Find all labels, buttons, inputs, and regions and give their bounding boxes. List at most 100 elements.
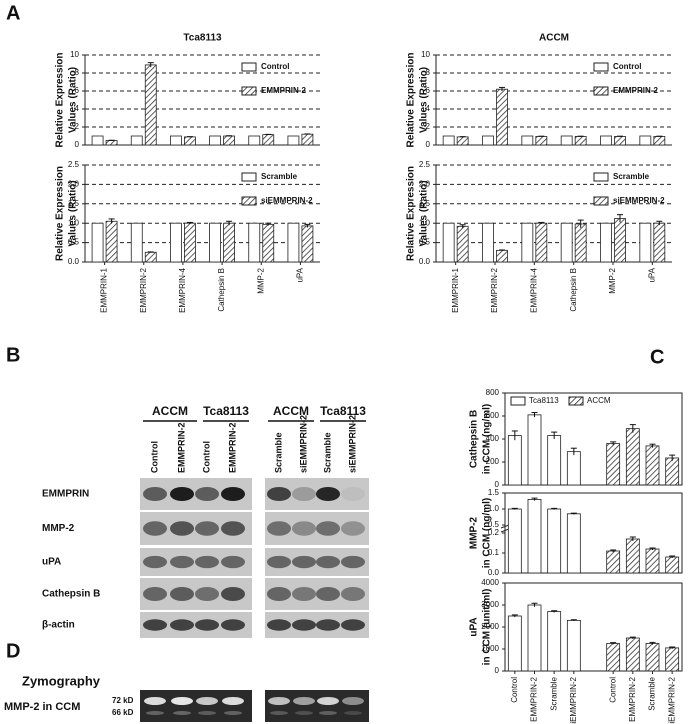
bar	[574, 136, 587, 146]
zymo-band	[270, 711, 288, 715]
y-tick-label: 0.5	[488, 520, 500, 529]
legend-swatch	[568, 396, 584, 406]
blot-row-label: MMP-2	[42, 523, 75, 534]
bar	[625, 538, 640, 574]
blot-band	[267, 586, 291, 602]
bar	[91, 222, 104, 263]
legend-label: EMMPRIN-2	[613, 86, 658, 95]
legend-label: siEMMPRIN-2	[261, 196, 313, 205]
x-tick-label: Scramble	[648, 676, 657, 710]
y-tick-label: 600	[486, 411, 500, 420]
bar	[574, 223, 587, 263]
lane-label: Control	[149, 441, 159, 473]
blot-row-label: EMMPRIN	[42, 489, 89, 500]
y-axis-label: Relative Expression	[406, 166, 417, 261]
blot-band	[316, 486, 340, 502]
blot-row-label: β-actin	[42, 620, 75, 631]
y-tick-label: 1000	[481, 644, 499, 653]
y-axis-label: Cathepsin B	[469, 410, 480, 468]
x-tick-label: Control	[510, 677, 519, 703]
bar	[262, 223, 275, 263]
bar	[248, 135, 261, 146]
bar	[527, 604, 542, 672]
lane-label: EMMPRIN-2	[227, 422, 237, 473]
bar	[639, 222, 652, 263]
bar	[91, 135, 104, 146]
bar	[527, 414, 542, 486]
y-axis-label: Values (Ratio)	[68, 67, 79, 133]
zymo-band	[295, 711, 313, 715]
x-tick-label: EMMPRIN-4	[529, 267, 538, 312]
blot-band	[143, 619, 167, 631]
blot-band	[341, 555, 365, 569]
y-tick-label: 10	[70, 50, 79, 59]
bar	[482, 222, 494, 263]
bar	[130, 222, 143, 263]
y-tick-label: 0	[75, 140, 80, 149]
y-tick-label: 0	[495, 480, 500, 489]
blot-band	[341, 521, 365, 536]
bar	[223, 135, 235, 146]
y-tick-label: 1.5	[68, 199, 80, 208]
x-tick-label: EMMPRIN-2	[139, 267, 148, 312]
legend-swatch	[510, 396, 526, 406]
bar	[248, 222, 261, 263]
legend-swatch	[593, 62, 609, 72]
zymo-band	[171, 697, 193, 705]
legend-swatch	[241, 62, 257, 72]
bar	[547, 435, 562, 486]
blot-band	[143, 555, 167, 569]
x-tick-label: EMMPRIN-4	[178, 267, 187, 312]
lane-label: siEMMPRIN-2	[298, 415, 308, 473]
x-tick-label: EMMPRIN-1	[451, 267, 460, 312]
chart-title: ACCM	[539, 33, 569, 44]
y-tick-label: 0.0	[488, 568, 500, 577]
bar	[614, 218, 626, 263]
zymo-band	[173, 711, 191, 715]
bar	[625, 637, 640, 672]
legend-label: EMMPRIN-2	[261, 86, 306, 95]
y-tick-label: 2.0	[68, 180, 80, 189]
panel-label: A	[6, 2, 20, 24]
bar	[625, 428, 640, 486]
y-tick-label: 0.0	[68, 257, 80, 266]
bar	[521, 135, 534, 146]
y-tick-label: 8	[75, 68, 80, 77]
x-tick-label: MMP-2	[608, 267, 617, 293]
blot-band	[292, 586, 316, 602]
blot-band	[267, 555, 291, 569]
blot-row-label: uPA	[42, 557, 61, 568]
zymo-band	[342, 697, 364, 705]
blot-group: Tca8113	[320, 404, 366, 418]
zymo-band	[144, 697, 166, 705]
bar	[209, 135, 221, 146]
legend-label: Control	[261, 62, 289, 71]
x-tick-label: EMMPRIN-2	[530, 676, 539, 721]
legend-swatch	[241, 196, 257, 206]
bar	[184, 136, 196, 146]
blot-band	[316, 619, 340, 631]
bar	[535, 222, 548, 263]
x-tick-label: MMP-2	[256, 267, 265, 293]
y-tick-label: 0.2	[488, 528, 500, 537]
y-tick-label: 2.5	[419, 160, 431, 169]
y-tick-label: 2.0	[419, 180, 431, 189]
y-axis-label: MMP-2	[469, 516, 480, 549]
legend-swatch	[241, 86, 257, 96]
y-tick-label: 2	[75, 122, 80, 131]
bar	[566, 451, 581, 486]
blot-band	[292, 555, 316, 569]
bar	[560, 135, 573, 146]
bar	[287, 135, 300, 146]
bar	[287, 222, 300, 263]
y-tick-label: 6	[426, 86, 431, 95]
zymo-band	[146, 711, 164, 715]
zymo-label: MMP-2 in CCM	[4, 701, 80, 713]
blot-band	[267, 521, 291, 536]
zymo-marker: 72 kD	[112, 696, 134, 705]
y-axis-label: Values (Ratio)	[419, 67, 430, 133]
x-tick-label: Scramble	[549, 676, 558, 710]
legend-swatch	[593, 86, 609, 96]
zymo-band	[293, 697, 315, 705]
y-tick-label: 1.0	[419, 218, 431, 227]
